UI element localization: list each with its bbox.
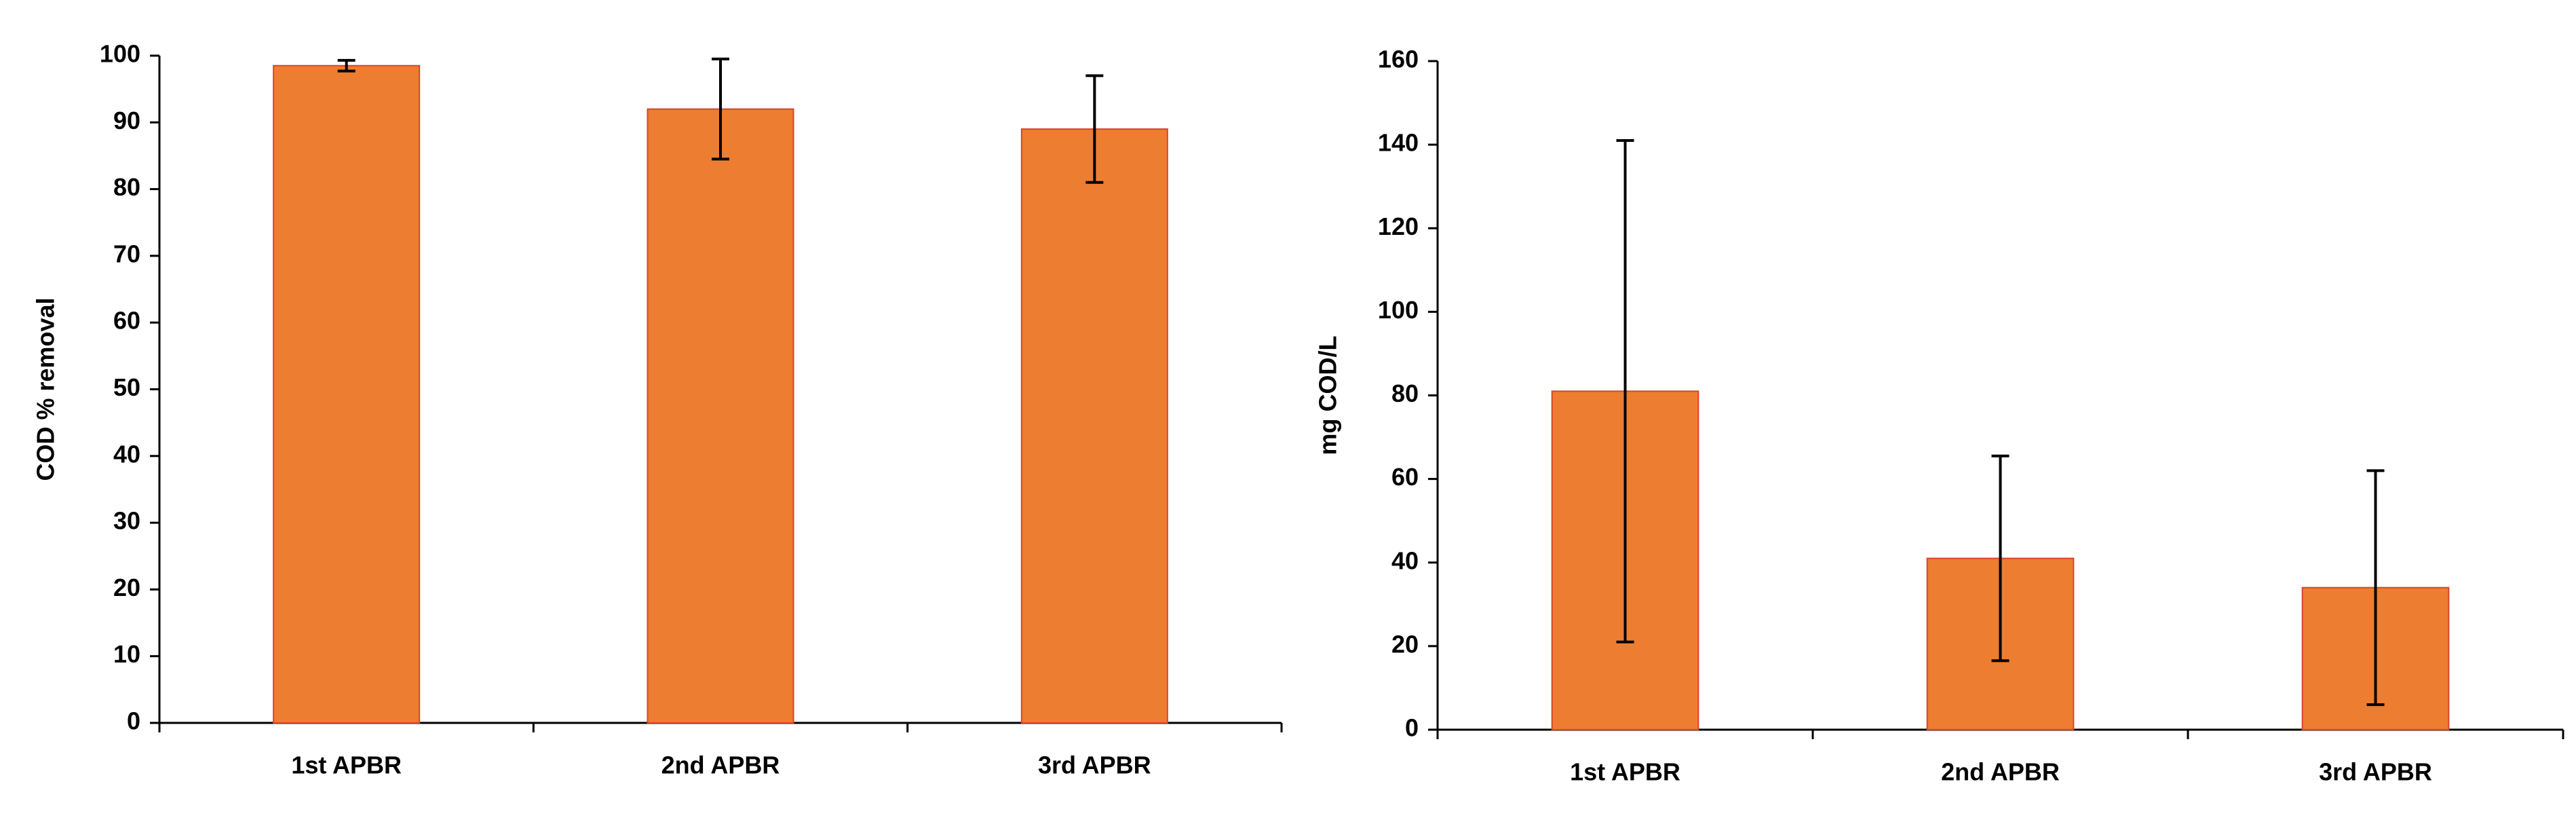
y-tick-label: 120	[1378, 212, 1419, 240]
y-tick-label: 80	[1391, 379, 1419, 407]
y-tick-label: 10	[113, 640, 140, 668]
bar	[1020, 128, 1168, 724]
y-tick-label: 140	[1378, 129, 1419, 157]
y-axis-title: mg COD/L	[1314, 336, 1342, 455]
bar	[647, 108, 794, 724]
y-tick-label: 0	[127, 707, 140, 735]
y-tick-label: 50	[113, 373, 140, 401]
y-tick-label: 70	[113, 240, 140, 267]
y-tick-label: 40	[1391, 546, 1419, 574]
x-tick-label: 3rd APBR	[1038, 751, 1151, 779]
y-tick-label: 100	[100, 40, 140, 68]
y-tick-label: 20	[113, 574, 140, 601]
y-tick-label: 30	[113, 507, 140, 535]
x-tick-label: 2nd APBR	[1941, 758, 2060, 786]
y-tick-label: 60	[113, 307, 140, 335]
x-tick-label: 1st APBR	[1570, 758, 1680, 786]
x-tick-label: 3rd APBR	[2319, 758, 2432, 786]
y-tick-label: 80	[113, 173, 140, 201]
y-tick-label: 90	[113, 107, 140, 134]
y-tick-label: 0	[1405, 714, 1419, 742]
y-tick-label: 20	[1391, 630, 1419, 658]
y-axis-title: COD % removal	[32, 297, 60, 481]
x-tick-label: 1st APBR	[291, 751, 402, 779]
y-tick-label: 40	[113, 440, 140, 468]
x-tick-label: 2nd APBR	[661, 751, 780, 779]
y-tick-label: 60	[1391, 463, 1419, 491]
bar	[273, 64, 421, 724]
y-tick-label: 160	[1378, 45, 1419, 73]
y-tick-label: 100	[1378, 296, 1419, 324]
